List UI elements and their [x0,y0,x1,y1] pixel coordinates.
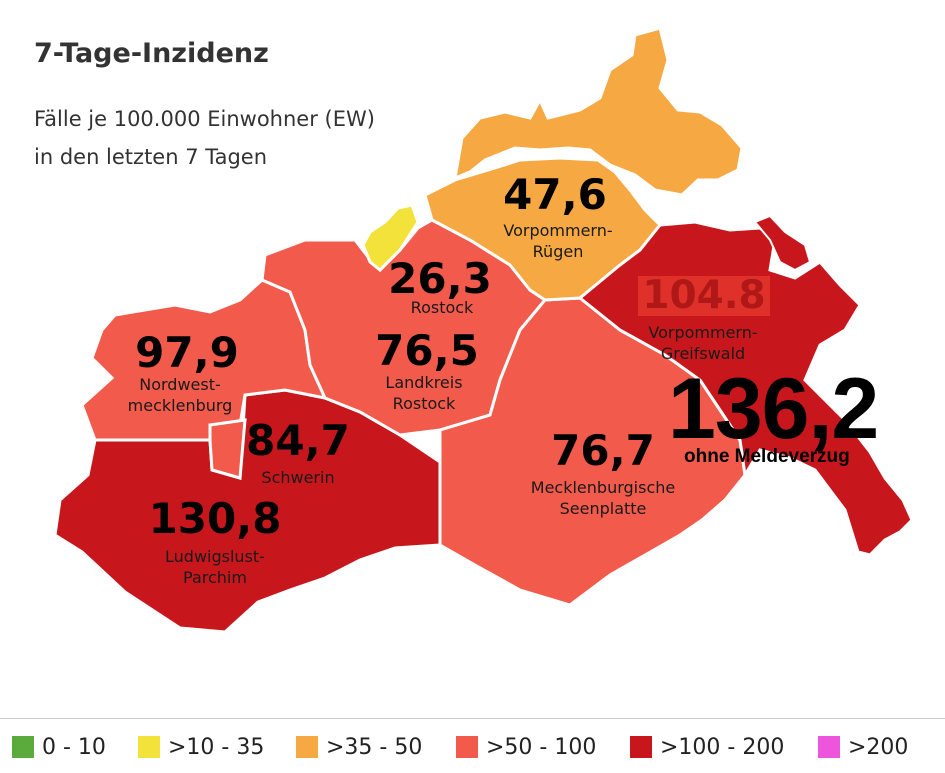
legend-item-35-50: >35 - 50 [296,733,422,761]
value-mecklenburgische-seenplatte: 76,7 [551,426,655,475]
label-nordwestmecklenburg: Nordwest- mecklenburg [127,375,233,415]
legend-item-200: >200 [818,733,908,761]
legend: 0 - 10 >10 - 35 >35 - 50 >50 - 100 >100 … [0,718,945,773]
region-vorpommern-ruegen[interactable] [423,156,663,302]
legend-label: >35 - 50 [326,734,423,760]
value-vorpommern-ruegen: 47,6 [503,170,607,219]
legend-swatch [818,736,840,758]
legend-swatch [630,736,652,758]
region-rostock[interactable] [361,203,420,273]
label-ludwigslust-parchim: Ludwigslust- Parchim [165,547,265,587]
label-vorpommern-greifswald: Vorpommern- Greifswald [648,323,758,363]
subtitle-line-1: Fälle je 100.000 Einwohner (EW) [34,107,375,131]
label-mecklenburgische-seenplatte: Mecklenburgische Seenplatte [530,478,676,518]
value-rostock: 26,3 [388,254,492,303]
value-vorpommern-greifswald: 104.8 [638,276,770,316]
label-vorpommern-ruegen: Vorpommern- Rügen [503,221,613,261]
legend-swatch [456,736,478,758]
legend-item-0-10: 0 - 10 [12,733,106,761]
legend-label: >100 - 200 [660,734,785,760]
region-nordwestmecklenburg[interactable] [80,278,328,442]
legend-swatch [296,736,318,758]
region-ruegen-peninsula [453,26,744,197]
value-ludwigslust-parchim: 130,8 [148,494,282,543]
legend-label: 0 - 10 [42,734,106,760]
label-rostock: Rostock [410,298,474,317]
label-landkreis-rostock: Landkreis Rostock [385,373,463,413]
legend-label: >200 [848,734,909,760]
value-nordwestmecklenburg: 97,9 [135,328,239,377]
legend-label: >50 - 100 [486,734,597,760]
page-subtitle: Fälle je 100.000 Einwohner (EW) in den l… [34,100,375,176]
legend-swatch [12,736,34,758]
legend-item-10-35: >10 - 35 [138,733,264,761]
region-schwerin[interactable] [208,418,247,480]
legend-item-100-200: >100 - 200 [630,733,784,761]
region-usedom [753,214,812,272]
value-schwerin: 84,7 [246,416,350,465]
override-note: ohne Meldeverzug [684,446,850,467]
override-value: 136,2 [668,361,879,457]
label-schwerin: Schwerin [261,468,335,487]
legend-item-50-100: >50 - 100 [456,733,596,761]
legend-label: >10 - 35 [168,734,265,760]
page-title: 7-Tage-Inzidenz [34,38,269,69]
legend-swatch [138,736,160,758]
subtitle-line-2: in den letzten 7 Tagen [34,145,268,169]
value-landkreis-rostock: 76,5 [375,326,479,375]
